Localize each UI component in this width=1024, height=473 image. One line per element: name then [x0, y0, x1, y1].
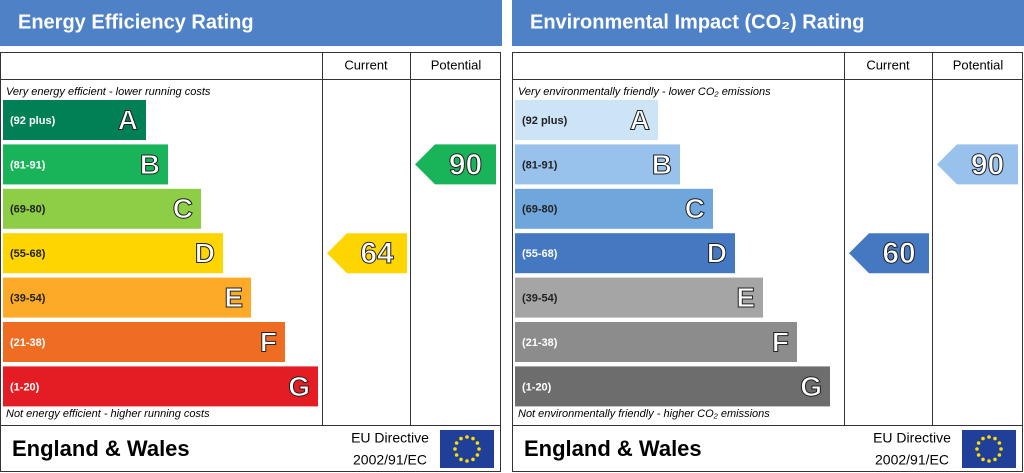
rating-arrow — [415, 144, 496, 185]
eu-star — [465, 459, 469, 463]
eu-star — [975, 447, 979, 451]
top-note: Very energy efficient - lower running co… — [6, 86, 211, 98]
column-header: Current — [866, 57, 910, 72]
band-letter: A — [630, 104, 650, 135]
rating-band — [3, 277, 251, 318]
band-range: (1-20) — [10, 381, 40, 393]
column-header: Potential — [953, 57, 1004, 72]
band-range: (55-68) — [522, 248, 558, 260]
eu-star — [459, 436, 463, 441]
band-range: (92 plus) — [522, 115, 568, 127]
eu-star — [987, 459, 991, 463]
eu-star — [999, 447, 1003, 451]
rating-value: 90 — [449, 148, 482, 181]
rating-band — [3, 366, 318, 407]
rating-arrow — [327, 233, 407, 274]
rating-value: 64 — [360, 237, 394, 270]
rating-arrow — [937, 144, 1018, 185]
rating-arrow — [849, 233, 929, 274]
eu-star — [459, 457, 463, 462]
band-letter: D — [195, 238, 215, 269]
column-header: Current — [344, 57, 388, 72]
rating-band — [515, 322, 797, 362]
band-range: (1-20) — [522, 381, 552, 393]
band-letter: C — [685, 193, 705, 224]
band-letter: D — [707, 238, 727, 269]
panel-title: Energy Efficiency Rating — [18, 11, 254, 33]
eu-star — [997, 453, 1002, 457]
band-letter: G — [800, 371, 822, 402]
rating-panel: Environmental Impact (CO₂) Rating Current… — [512, 0, 1024, 472]
footer-region: England & Wales — [12, 436, 190, 461]
rating-band — [3, 100, 146, 140]
band-letter: A — [118, 104, 138, 135]
eu-star — [454, 453, 459, 457]
band-range: (69-80) — [522, 204, 558, 216]
eu-star — [471, 457, 475, 462]
top-note: Very environmentally friendly - lower CO… — [518, 86, 771, 98]
title-bar — [512, 0, 1024, 46]
footer-directive: EU Directive — [351, 430, 429, 446]
eu-star — [993, 436, 997, 441]
rating-panel: Energy Efficiency Rating Current Potential… — [0, 0, 502, 472]
rating-band — [515, 100, 658, 140]
band-letter: E — [224, 282, 243, 313]
rating-band — [3, 144, 168, 185]
band-range: (81-91) — [522, 159, 558, 171]
bottom-note: Not energy efficient - higher running co… — [6, 408, 210, 420]
footer-code: 2002/91/EC — [875, 452, 949, 468]
eu-star — [981, 436, 985, 441]
eu-star — [997, 441, 1002, 445]
eu-star — [475, 453, 480, 457]
band-letter: F — [772, 326, 789, 357]
eu-star — [993, 457, 997, 462]
eu-star — [976, 441, 981, 445]
eu-star — [981, 457, 985, 462]
title-bar — [0, 0, 502, 46]
rating-band — [3, 188, 201, 229]
eu-star — [465, 435, 469, 439]
rating-value: 60 — [882, 237, 915, 270]
rating-band — [515, 188, 713, 229]
footer-directive: EU Directive — [873, 430, 951, 446]
eu-star — [475, 441, 480, 445]
eu-star — [477, 447, 481, 451]
band-letter: G — [288, 371, 310, 402]
eu-star — [471, 436, 475, 441]
band-letter: F — [260, 326, 277, 357]
panel-title: Environmental Impact (CO₂) Rating — [530, 11, 864, 33]
column-header: Potential — [431, 57, 482, 72]
rating-band — [515, 233, 735, 274]
band-letter: E — [736, 282, 755, 313]
band-range: (55-68) — [10, 248, 46, 260]
band-range: (21-38) — [522, 337, 558, 349]
band-range: (92 plus) — [10, 115, 56, 127]
eu-star — [454, 441, 459, 445]
band-range: (39-54) — [10, 293, 46, 305]
rating-band — [3, 322, 285, 362]
band-range: (69-80) — [10, 204, 46, 216]
band-range: (81-91) — [10, 159, 46, 171]
band-range: (39-54) — [522, 293, 558, 305]
band-range: (21-38) — [10, 337, 46, 349]
rating-band — [515, 277, 763, 318]
rating-band — [3, 233, 223, 274]
rating-band — [515, 366, 830, 407]
footer-region: England & Wales — [524, 436, 702, 461]
eu-star — [976, 453, 981, 457]
rating-band — [515, 144, 680, 185]
rating-value: 90 — [971, 148, 1004, 181]
band-letter: B — [140, 149, 160, 180]
footer-code: 2002/91/EC — [353, 452, 427, 468]
band-letter: B — [652, 149, 672, 180]
eu-star — [987, 435, 991, 439]
band-letter: C — [173, 193, 193, 224]
eu-star — [453, 447, 457, 451]
bottom-note: Not environmentally friendly - higher CO… — [518, 408, 770, 420]
